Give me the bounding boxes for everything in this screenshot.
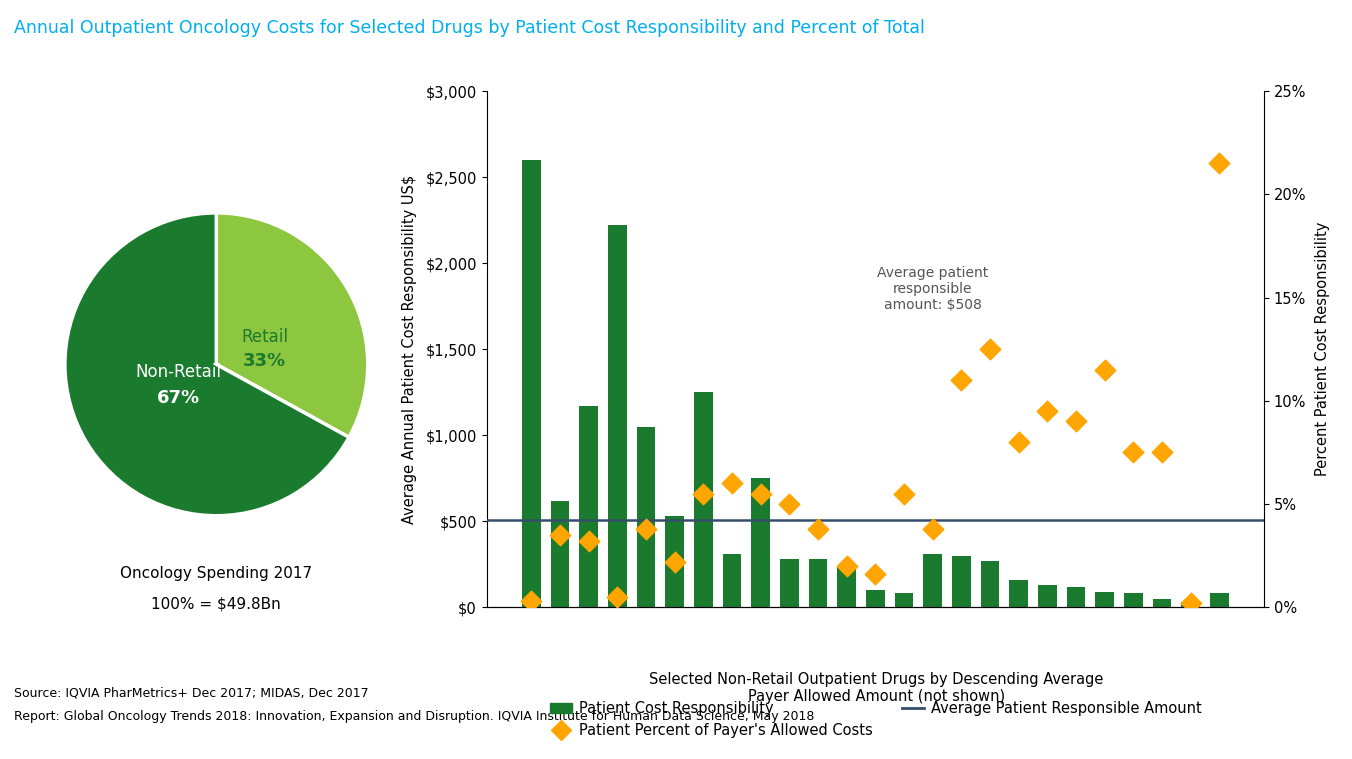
Point <box>836 560 857 572</box>
Point <box>1180 597 1202 609</box>
Y-axis label: Average Annual Patient Cost Responsibility US$: Average Annual Patient Cost Responsibili… <box>402 175 418 524</box>
Bar <box>952 556 971 607</box>
Bar <box>1010 580 1028 607</box>
Text: Annual Outpatient Oncology Costs for Selected Drugs by Patient Cost Responsibili: Annual Outpatient Oncology Costs for Sel… <box>14 19 925 37</box>
Point <box>577 535 599 547</box>
Bar <box>1210 594 1229 607</box>
Point <box>521 595 542 607</box>
Point <box>894 487 915 499</box>
Text: Non-Retail: Non-Retail <box>135 363 222 381</box>
Bar <box>1095 592 1114 607</box>
Bar <box>923 554 942 607</box>
Point <box>979 343 1000 355</box>
Bar <box>637 427 656 607</box>
Point <box>922 523 944 535</box>
Point <box>1209 157 1230 169</box>
Point <box>950 374 972 386</box>
Point <box>1094 364 1115 376</box>
Point <box>664 556 685 568</box>
Legend: Patient Cost Responsibility, Patient Percent of Payer's Allowed Costs, Average P: Patient Cost Responsibility, Patient Per… <box>545 695 1207 744</box>
Point <box>549 529 571 541</box>
Point <box>1065 415 1087 427</box>
Point <box>864 568 886 580</box>
Text: Oncology Spending 2017: Oncology Spending 2017 <box>120 565 312 581</box>
Text: Selected Non-Retail Outpatient Drugs by Descending Average
Payer Allowed Amount : Selected Non-Retail Outpatient Drugs by … <box>649 672 1103 704</box>
Text: Retail: Retail <box>241 328 288 346</box>
Point <box>1152 446 1174 458</box>
Point <box>807 523 829 535</box>
Bar <box>1153 599 1171 607</box>
Bar <box>808 559 827 607</box>
Bar <box>1124 594 1142 607</box>
Y-axis label: Percent Patient Cost Responsibility: Percent Patient Cost Responsibility <box>1314 222 1329 477</box>
Bar <box>522 160 541 607</box>
Bar <box>837 566 856 607</box>
Point <box>1037 405 1059 417</box>
Wedge shape <box>65 213 349 516</box>
Bar <box>694 392 713 607</box>
Bar <box>752 478 771 607</box>
Point <box>779 498 800 510</box>
Point <box>1122 446 1144 458</box>
Text: 100% = $49.8Bn: 100% = $49.8Bn <box>151 596 281 611</box>
Text: Source: IQVIA PharMetrics+ Dec 2017; MIDAS, Dec 2017: Source: IQVIA PharMetrics+ Dec 2017; MID… <box>14 687 368 700</box>
Point <box>692 487 714 499</box>
Point <box>750 487 772 499</box>
Bar <box>1038 585 1057 607</box>
Bar <box>780 559 799 607</box>
Bar <box>723 554 741 607</box>
Bar <box>608 225 627 607</box>
Bar <box>867 590 884 607</box>
Bar <box>895 594 914 607</box>
Text: Average patient
responsible
amount: $508: Average patient responsible amount: $508 <box>877 266 988 312</box>
Bar <box>580 406 598 607</box>
Bar <box>1182 602 1201 607</box>
Text: Report: Global Oncology Trends 2018: Innovation, Expansion and Disruption. IQVIA: Report: Global Oncology Trends 2018: Inn… <box>14 710 814 723</box>
Text: 33%: 33% <box>243 352 287 370</box>
Bar <box>665 516 684 607</box>
Point <box>607 591 629 603</box>
Bar <box>550 500 569 607</box>
Point <box>721 477 742 490</box>
Bar <box>1067 587 1086 607</box>
Point <box>1009 436 1030 448</box>
Bar <box>980 561 999 607</box>
Text: 67%: 67% <box>157 389 200 407</box>
Wedge shape <box>216 213 368 437</box>
Point <box>635 523 657 535</box>
